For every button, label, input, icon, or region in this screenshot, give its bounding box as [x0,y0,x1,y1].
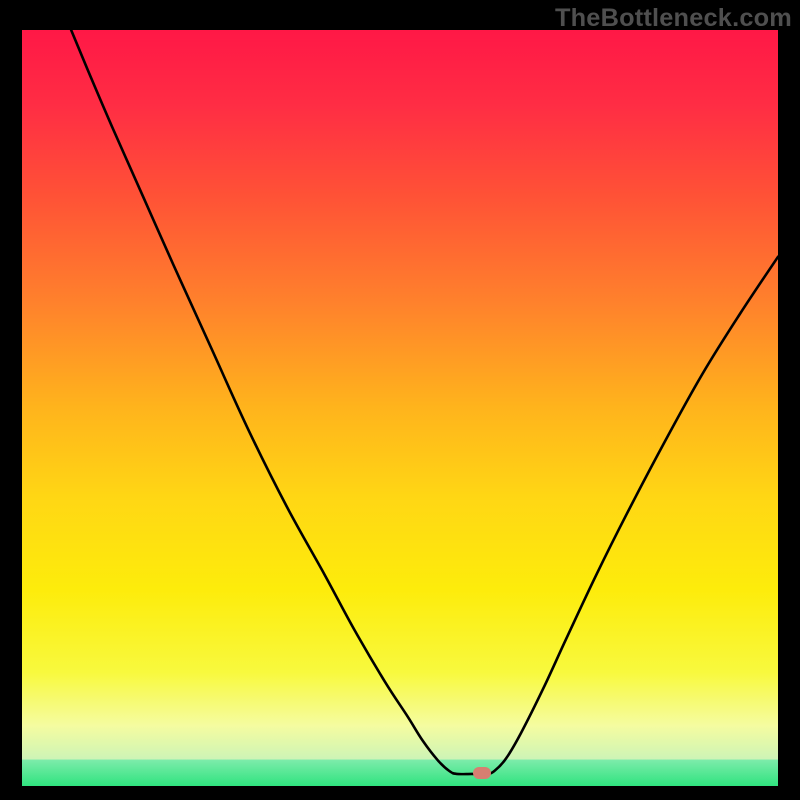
optimal-point-marker [473,767,491,779]
bottleneck-curve [71,30,778,774]
figure-frame: TheBottleneck.com [0,0,800,800]
watermark-text: TheBottleneck.com [555,4,792,33]
curve-layer [22,30,778,786]
